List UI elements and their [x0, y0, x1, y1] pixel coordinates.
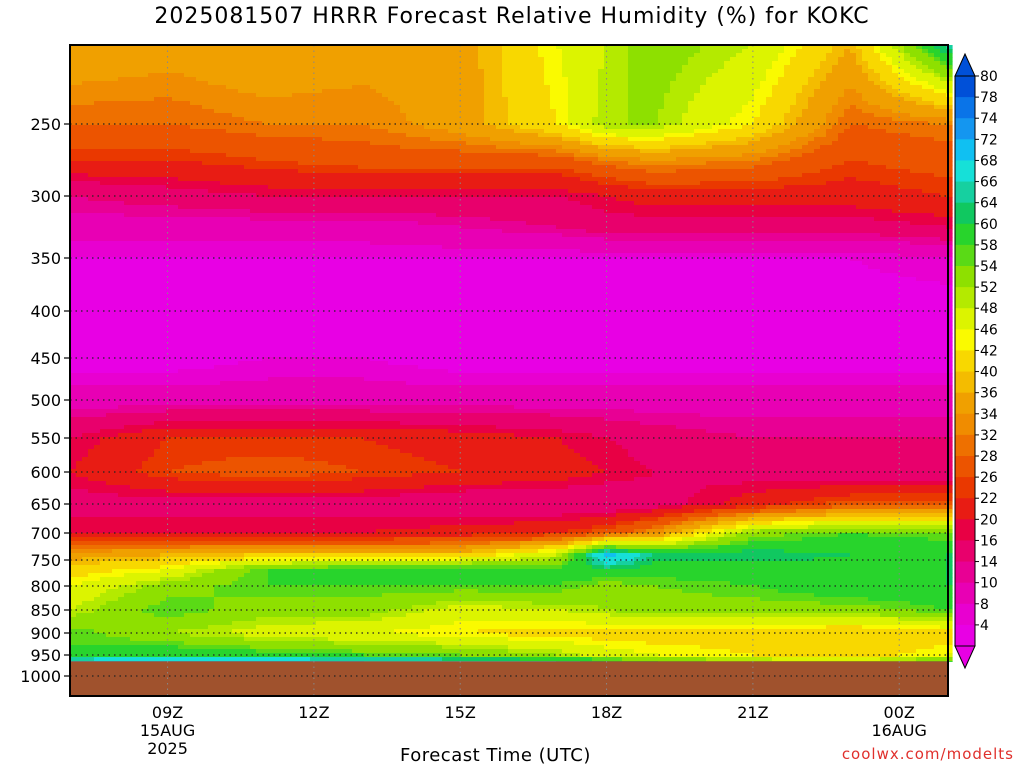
colorbar-label: 72	[980, 132, 998, 148]
colorbar-swatch	[955, 392, 975, 415]
colorbar-label: 8	[980, 597, 989, 613]
colorbar-label: 4	[980, 618, 989, 634]
colorbar-label: 20	[980, 512, 998, 528]
ground-below-surface	[70, 661, 948, 696]
colorbar-label: 36	[980, 386, 998, 402]
y-tick-label: 450	[30, 349, 61, 368]
y-tick-label: 750	[30, 551, 61, 570]
colorbar-label: 32	[980, 428, 998, 444]
colorbar-swatch	[955, 139, 975, 161]
colorbar-label: 64	[980, 196, 998, 212]
colorbar-swatch	[955, 371, 975, 394]
y-tick-label: 1000	[20, 667, 61, 686]
colorbar-label: 28	[980, 449, 998, 465]
colorbar-swatch	[955, 287, 975, 309]
colorbar-label: 54	[980, 259, 998, 275]
chart-title: 2025081507 HRRR Forecast Relative Humidi…	[0, 4, 1024, 29]
colorbar-bottom-arrow	[954, 645, 976, 670]
colorbar-label: 42	[980, 343, 998, 359]
colorbar-label: 66	[980, 175, 998, 191]
colorbar-swatch	[955, 118, 975, 140]
x-tick-sublabel: 2025	[147, 739, 188, 758]
colorbar-label: 60	[980, 217, 998, 233]
colorbar-swatch	[955, 329, 975, 351]
colorbar-swatch	[955, 413, 975, 436]
y-tick-label: 650	[30, 495, 61, 514]
grid-lines	[70, 45, 948, 696]
colorbar-outline	[954, 75, 976, 647]
y-tick-label: 350	[30, 249, 61, 268]
colorbar-label: 14	[980, 555, 998, 571]
credit-link[interactable]: coolwx.com/modelts	[842, 745, 1014, 763]
colorbar-label: 52	[980, 280, 998, 296]
colorbar-swatch	[955, 477, 975, 499]
colorbar-label: 78	[980, 90, 998, 106]
colorbar-swatch	[955, 519, 975, 541]
x-tick-label: 00Z	[884, 703, 915, 722]
colorbar-swatch	[955, 624, 975, 647]
colorbar-label: 34	[980, 407, 998, 423]
y-tick-label: 700	[30, 524, 61, 543]
colorbar-swatch	[955, 308, 975, 330]
rh-heatmap-area	[70, 45, 953, 662]
colorbar-swatch	[955, 540, 975, 563]
x-tick-sublabel: 16AUG	[872, 721, 927, 740]
colorbar-label: 68	[980, 153, 998, 169]
colorbar-label: 40	[980, 365, 998, 381]
y-tick-label: 250	[30, 115, 61, 134]
y-tick-label: 900	[30, 624, 61, 643]
x-tick-label: 15Z	[445, 703, 476, 722]
colorbar-swatch	[955, 434, 975, 457]
colorbar-label: 80	[980, 69, 998, 85]
colorbar-swatch	[955, 202, 975, 225]
x-tick-label: 09Z	[152, 703, 183, 722]
colorbar-swatch	[955, 76, 975, 98]
y-tick-label: 500	[30, 391, 61, 410]
colorbar-label: 26	[980, 470, 998, 486]
colorbar-swatch	[955, 582, 975, 605]
x-tick-sublabel: 15AUG	[140, 721, 195, 740]
colorbar-swatch	[955, 456, 975, 478]
x-tick-label: 21Z	[737, 703, 768, 722]
y-tick-label: 400	[30, 302, 61, 321]
y-tick-label: 600	[30, 463, 61, 482]
x-tick-label: 12Z	[298, 703, 329, 722]
colorbar-swatch	[955, 160, 975, 183]
colorbar-swatch	[955, 97, 975, 119]
colorbar-swatch	[955, 266, 975, 288]
y-tick-label: 950	[30, 646, 61, 665]
colorbar-label: 58	[980, 238, 998, 254]
colorbar: 8078747268666460585452484642403634322826…	[954, 52, 998, 670]
y-tick-label: 300	[30, 187, 61, 206]
colorbar-swatch	[955, 561, 975, 584]
colorbar-swatch	[955, 350, 975, 373]
x-axis-label: Forecast Time (UTC)	[400, 745, 591, 766]
x-tick-label: 18Z	[591, 703, 622, 722]
y-tick-label: 800	[30, 577, 61, 596]
colorbar-swatch	[955, 603, 975, 626]
colorbar-label: 10	[980, 576, 998, 592]
plot-frame	[69, 44, 949, 697]
colorbar-swatch	[955, 498, 975, 520]
colorbar-label: 74	[980, 111, 998, 127]
colorbar-label: 16	[980, 533, 998, 549]
colorbar-swatch	[955, 181, 975, 204]
colorbar-swatch	[955, 244, 975, 267]
colorbar-label: 46	[980, 322, 998, 338]
colorbar-label: 22	[980, 491, 998, 507]
colorbar-swatch	[955, 223, 975, 246]
colorbar-top-arrow	[954, 52, 976, 77]
y-tick-label: 550	[30, 429, 61, 448]
y-axis: 250 300 350 400 450 500 550 600 650 700 750 800 850 9…	[20, 115, 70, 686]
colorbar-label: 48	[980, 301, 998, 317]
y-tick-label: 850	[30, 601, 61, 620]
